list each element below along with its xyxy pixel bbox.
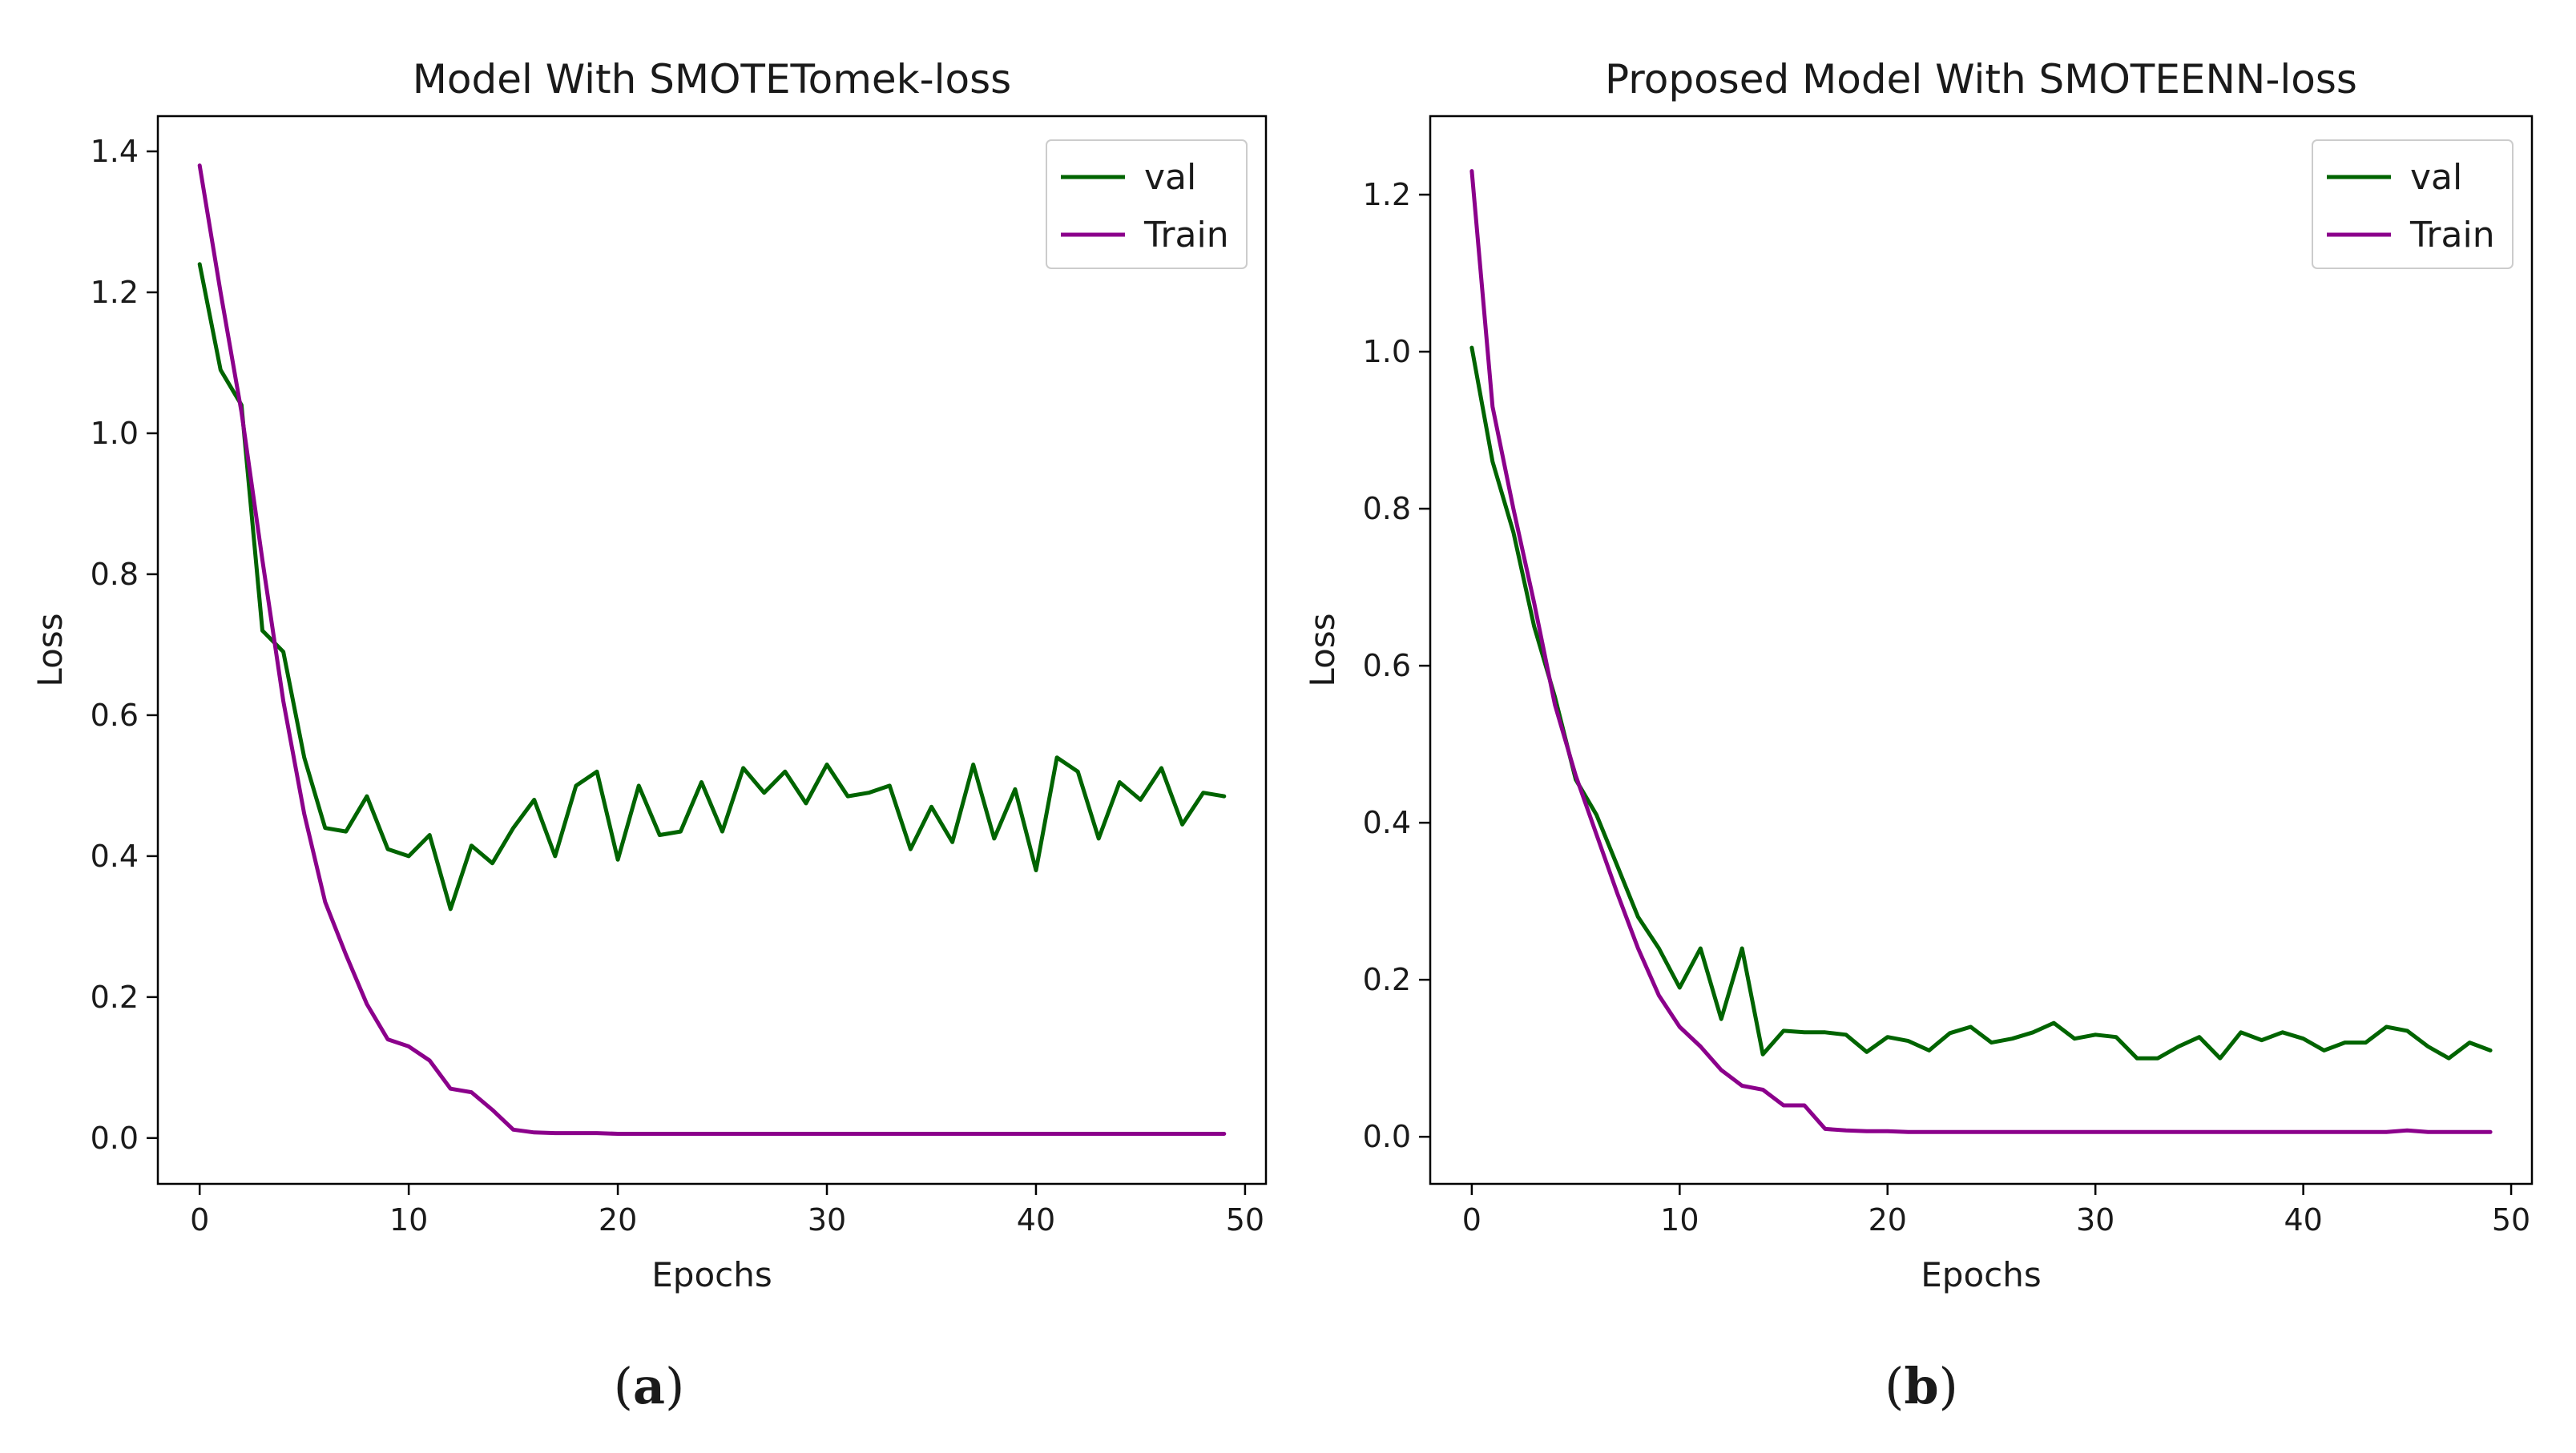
- x-tick-label: 10: [389, 1202, 428, 1238]
- y-tick-label: 1.4: [91, 134, 139, 169]
- legend-label-val: val: [1144, 157, 1196, 198]
- legend-label-train: Train: [2409, 215, 2495, 256]
- x-axis-label: Epochs: [651, 1255, 772, 1294]
- y-axis-label: Loss: [30, 613, 70, 686]
- y-tick-label: 0.2: [91, 980, 139, 1015]
- y-tick-label: 1.0: [91, 416, 139, 451]
- series-line-train: [197, 163, 1227, 1136]
- series-line-val: [197, 262, 1227, 912]
- plot-area-frame: [1429, 115, 2534, 1185]
- x-axis-label: Epochs: [1921, 1255, 2042, 1294]
- legend: val Train: [1046, 139, 1248, 269]
- legend-label-train: Train: [1143, 215, 1229, 256]
- x-tick-label: 30: [808, 1202, 846, 1238]
- y-tick-label: 0.6: [1363, 648, 1411, 683]
- x-tick-label: 0: [190, 1202, 209, 1238]
- x-tick-label: 10: [1660, 1202, 1699, 1238]
- y-tick-label: 0.0: [91, 1121, 139, 1156]
- legend: val Train: [2312, 139, 2514, 269]
- x-tick-label: 40: [1017, 1202, 1055, 1238]
- y-tick-label: 0.4: [1363, 805, 1411, 840]
- x-tick-label: 50: [2492, 1202, 2530, 1238]
- y-tick-label: 0.8: [1363, 491, 1411, 526]
- subfigure-caption: (a): [614, 1357, 685, 1415]
- caption-letter: b: [1904, 1357, 1938, 1415]
- y-tick-label: 1.2: [91, 275, 139, 310]
- y-tick-label: 0.6: [91, 698, 139, 733]
- y-tick-label: 0.8: [91, 557, 139, 592]
- caption-close-paren: ): [1939, 1357, 1958, 1415]
- chart-title: Model With SMOTETomek-loss: [413, 56, 1012, 103]
- plot-area-frame: [156, 115, 1268, 1185]
- x-tick-label: 50: [1226, 1202, 1264, 1238]
- y-tick-label: 0.4: [91, 839, 139, 874]
- series-line-train: [1469, 169, 2493, 1134]
- chart-panel-b: Proposed Model With SMOTEENN-loss 0 10 20 30…: [1303, 56, 2534, 1415]
- y-tick-label: 1.0: [1363, 334, 1411, 369]
- x-tick-label: 40: [2284, 1202, 2322, 1238]
- x-tick-label: 30: [2076, 1202, 2114, 1238]
- caption-close-paren: ): [665, 1357, 684, 1415]
- chart-panel-a: Model With SMOTETomek-loss 0 10 20 30 40 50 0.0…: [30, 56, 1268, 1415]
- legend-label-val: val: [2410, 157, 2462, 198]
- x-tick-label: 20: [599, 1202, 637, 1238]
- y-tick-label: 0.2: [1363, 962, 1411, 997]
- y-axis-label: Loss: [1303, 613, 1342, 686]
- x-tick-label: 0: [1462, 1202, 1482, 1238]
- chart-title: Proposed Model With SMOTEENN-loss: [1605, 56, 2357, 103]
- series-line-val: [1469, 345, 2493, 1061]
- caption-open-paren: (: [614, 1357, 633, 1415]
- x-tick-label: 20: [1869, 1202, 1907, 1238]
- caption-letter: a: [633, 1357, 665, 1415]
- subfigure-caption: (b): [1885, 1357, 1958, 1415]
- y-tick-label: 0.0: [1363, 1119, 1411, 1154]
- caption-open-paren: (: [1885, 1357, 1904, 1415]
- y-tick-label: 1.2: [1363, 177, 1411, 212]
